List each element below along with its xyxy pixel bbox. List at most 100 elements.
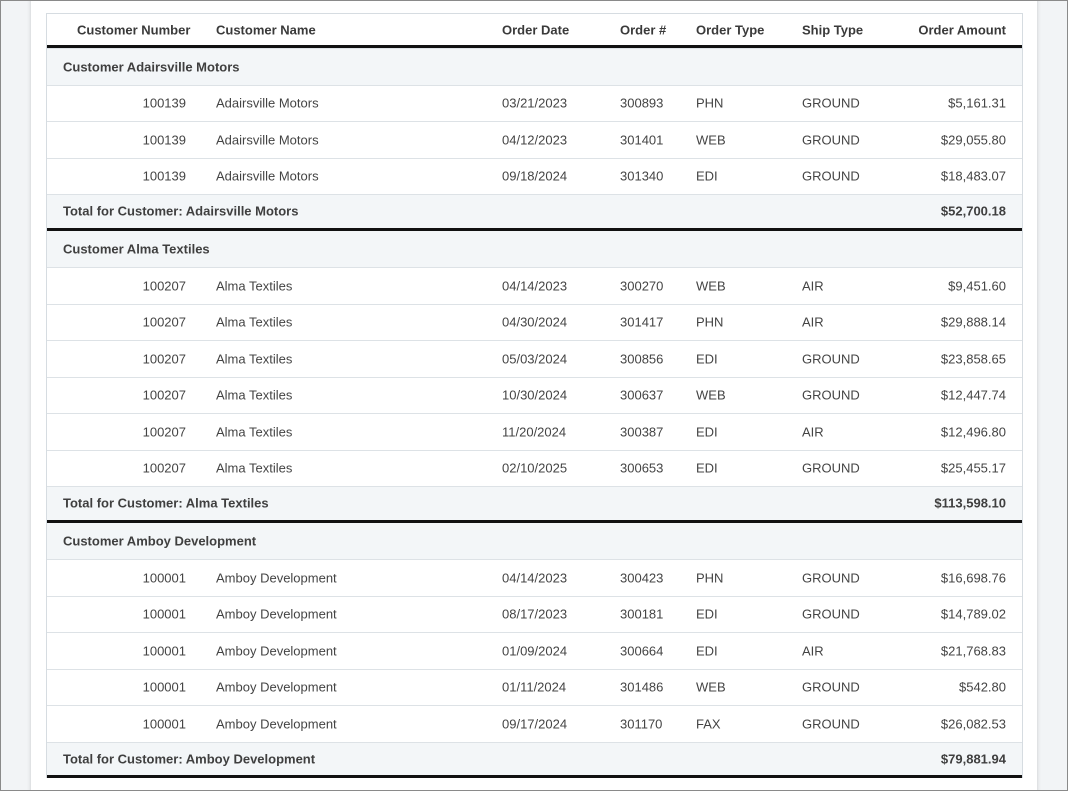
table-row: 100139 Adairsville Motors 04/12/2023 301…	[47, 121, 1022, 158]
cell-order-amount: $16,698.76	[940, 570, 1006, 586]
table-row: 100207 Alma Textiles 04/14/2023 300270 W…	[47, 267, 1022, 304]
cell-ship-type: GROUND	[802, 387, 860, 403]
cell-order-date: 10/30/2024	[502, 387, 568, 403]
cell-order-number: 300637	[620, 387, 664, 403]
column-header-order-date[interactable]: Order Date	[502, 22, 570, 37]
group-total-amount: $79,881.94	[940, 751, 1006, 767]
column-header-order-number[interactable]: Order #	[620, 22, 667, 37]
cell-customer-name: Adairsville Motors	[216, 168, 319, 184]
table-row: 100207 Alma Textiles 04/30/2024 301417 P…	[47, 303, 1022, 341]
cell-customer-name: Amboy Development	[216, 716, 337, 732]
cell-order-number: 300181	[620, 606, 664, 622]
cell-ship-type: AIR	[802, 314, 824, 330]
column-header-ship-type[interactable]: Ship Type	[802, 22, 864, 37]
cell-customer-name: Adairsville Motors	[216, 132, 319, 148]
cell-customer-number: 100207	[142, 351, 186, 367]
cell-customer-name: Alma Textiles	[216, 351, 293, 367]
group-total-amount: $113,598.10	[934, 495, 1006, 511]
cell-order-type: EDI	[696, 424, 718, 440]
column-header-customer-name[interactable]: Customer Name	[216, 22, 316, 37]
group-total-label: Total for Customer: Adairsville Motors	[63, 203, 299, 219]
group-header-row: Customer Amboy Development	[47, 522, 1022, 559]
cell-order-amount: $12,496.80	[940, 424, 1006, 440]
cell-order-amount: $29,888.14	[940, 314, 1006, 330]
column-header-customer-number[interactable]: Customer Number	[77, 22, 191, 37]
cell-customer-name: Alma Textiles	[216, 460, 293, 476]
cell-ship-type: AIR	[802, 643, 824, 659]
cell-order-date: 05/03/2024	[502, 351, 568, 367]
group-total-label: Total for Customer: Alma Textiles	[63, 495, 269, 511]
cell-ship-type: GROUND	[802, 95, 860, 111]
cell-customer-name: Amboy Development	[216, 643, 337, 659]
cell-customer-name: Alma Textiles	[216, 314, 293, 330]
cell-customer-name: Amboy Development	[216, 570, 337, 586]
cell-customer-number: 100207	[142, 278, 186, 294]
column-header-order-amount[interactable]: Order Amount	[918, 22, 1006, 37]
cell-order-number: 301340	[620, 168, 664, 184]
column-header-order-type[interactable]: Order Type	[696, 22, 765, 37]
cell-order-number: 300893	[620, 95, 664, 111]
cell-ship-type: GROUND	[802, 132, 860, 148]
group-total-row: Total for Customer: Adairsville Motors $…	[47, 194, 1022, 231]
cell-order-date: 04/30/2024	[502, 314, 568, 330]
cell-customer-number: 100207	[142, 460, 186, 476]
cell-customer-name: Alma Textiles	[216, 387, 293, 403]
cell-customer-name: Amboy Development	[216, 606, 337, 622]
cell-order-amount: $21,768.83	[940, 643, 1006, 659]
cell-order-type: PHN	[696, 314, 724, 330]
table-row: 100207 Alma Textiles 05/03/2024 300856 E…	[47, 340, 1022, 377]
table-row: 100207 Alma Textiles 11/20/2024 300387 E…	[47, 413, 1022, 450]
table-row: 100207 Alma Textiles 02/10/2025 300653 E…	[47, 449, 1022, 487]
cell-ship-type: AIR	[802, 424, 824, 440]
cell-customer-name: Adairsville Motors	[216, 95, 319, 111]
cell-order-amount: $18,483.07	[940, 168, 1006, 184]
group-total-row: Total for Customer: Alma Textiles $113,5…	[47, 486, 1022, 523]
cell-order-date: 09/18/2024	[502, 168, 568, 184]
group-header-label: Customer Adairsville Motors	[63, 59, 240, 75]
report-page: Customer Number Customer Name Order Date…	[31, 1, 1037, 790]
table-row: 100001 Amboy Development 08/17/2023 3001…	[47, 595, 1022, 633]
cell-order-date: 11/20/2024	[502, 424, 567, 440]
cell-order-type: PHN	[696, 570, 724, 586]
cell-ship-type: GROUND	[802, 460, 860, 476]
cell-order-type: EDI	[696, 606, 718, 622]
cell-order-type: PHN	[696, 95, 724, 111]
cell-order-date: 04/14/2023	[502, 278, 568, 294]
table-header-row: Customer Number Customer Name Order Date…	[47, 14, 1022, 48]
cell-order-number: 301417	[620, 314, 664, 330]
cell-ship-type: GROUND	[802, 679, 860, 695]
cell-customer-name: Alma Textiles	[216, 278, 293, 294]
cell-customer-number: 100001	[142, 606, 186, 622]
cell-order-date: 09/17/2024	[502, 716, 568, 732]
cell-customer-number: 100001	[142, 716, 186, 732]
cell-order-date: 03/21/2023	[502, 95, 568, 111]
cell-order-date: 04/12/2023	[502, 132, 568, 148]
group-header-row: Customer Adairsville Motors	[47, 48, 1022, 85]
cell-customer-number: 100001	[142, 679, 186, 695]
cell-order-type: EDI	[696, 168, 718, 184]
cell-order-date: 01/09/2024	[502, 643, 568, 659]
cell-order-amount: $9,451.60	[948, 278, 1006, 294]
cell-ship-type: GROUND	[802, 351, 860, 367]
cell-order-number: 301170	[620, 716, 663, 732]
cell-order-amount: $5,161.31	[948, 95, 1006, 111]
cell-order-amount: $26,082.53	[940, 716, 1006, 732]
cell-order-type: WEB	[696, 679, 726, 695]
cell-ship-type: GROUND	[802, 570, 860, 586]
cell-ship-type: GROUND	[802, 168, 860, 184]
cell-order-number: 300423	[620, 570, 664, 586]
cell-order-number: 300856	[620, 351, 664, 367]
table-row: 100001 Amboy Development 01/09/2024 3006…	[47, 632, 1022, 669]
cell-order-date: 01/11/2024	[502, 679, 567, 695]
cell-order-type: WEB	[696, 278, 726, 294]
cell-customer-number: 100139	[142, 168, 186, 184]
cell-customer-number: 100207	[142, 387, 186, 403]
cell-customer-number: 100207	[142, 424, 186, 440]
cell-order-amount: $29,055.80	[940, 132, 1006, 148]
cell-ship-type: GROUND	[802, 606, 860, 622]
table-row: 100139 Adairsville Motors 09/18/2024 301…	[47, 157, 1022, 195]
orders-report-table: Customer Number Customer Name Order Date…	[46, 13, 1023, 778]
cell-customer-number: 100207	[142, 314, 186, 330]
cell-order-amount: $542.80	[959, 679, 1006, 695]
